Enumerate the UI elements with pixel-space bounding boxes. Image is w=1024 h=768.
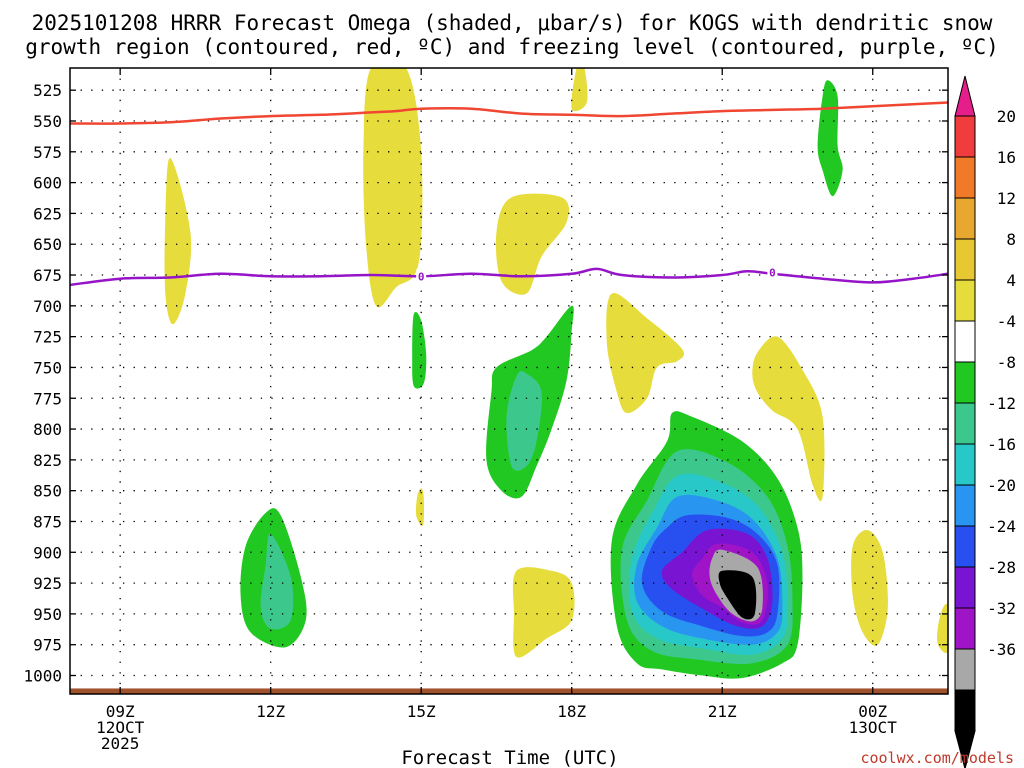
omega-region-9 <box>937 603 948 654</box>
x-tick-label: 12OCT <box>96 718 145 737</box>
colorbar-label: 12 <box>997 189 1016 208</box>
y-tick-label: 900 <box>33 543 62 562</box>
chart-title-line-1: 2025101208 HRRR Forecast Omega (shaded, … <box>32 11 993 35</box>
chart-title: 2025101208 HRRR Forecast Omega (shaded, … <box>25 11 999 59</box>
y-tick-label: 800 <box>33 420 62 439</box>
colorbar-swatch <box>954 238 976 281</box>
omega-region-11 <box>412 311 427 389</box>
x-tick-label: 12Z <box>256 702 285 721</box>
x-axis-title: Forecast Time (UTC) <box>401 747 618 768</box>
y-tick-label: 950 <box>33 605 62 624</box>
omega-region-5 <box>752 336 825 502</box>
colorbar-label: 16 <box>997 148 1016 167</box>
plot-area <box>70 68 948 694</box>
plot-frame <box>69 67 949 695</box>
colorbar-label: -24 <box>987 517 1016 536</box>
colorbar-swatch <box>954 443 976 486</box>
y-tick-label: 850 <box>33 482 62 501</box>
freezing-label-bg <box>767 265 778 280</box>
y-tick-label: 550 <box>33 112 62 131</box>
x-tick-label: 09Z <box>106 702 135 721</box>
colorbar-swatch <box>954 361 976 404</box>
colorbar-legend: 20 16 12 8 4 -4 -8 -12 -16 -20 -24 -28 -32 -36 <box>954 75 1016 768</box>
freezing-level-contour <box>70 267 948 287</box>
colorbar-label: -12 <box>987 394 1016 413</box>
y-tick-label: 750 <box>33 358 62 377</box>
omega-region-15 <box>260 533 294 630</box>
ground-strip <box>70 688 948 694</box>
y-tick-label: 600 <box>33 174 62 193</box>
y-tick-label: 525 <box>33 81 62 100</box>
x-tick-label: 2025 <box>101 734 140 753</box>
omega-region-0 <box>164 157 192 325</box>
y-tick-label: 575 <box>33 143 62 162</box>
x-tick-label: 21Z <box>708 702 737 721</box>
omega-region-6 <box>415 488 424 526</box>
y-tick-label: 625 <box>33 204 62 223</box>
colorbar-top-arrow <box>954 75 976 117</box>
omega-region-2 <box>571 68 588 112</box>
freezing-label-bg <box>416 269 427 284</box>
y-tick-label: 775 <box>33 389 62 408</box>
omega-region-8 <box>851 529 888 646</box>
y-tick-label: 975 <box>33 636 62 655</box>
colorbar-swatch <box>954 689 976 732</box>
gridlines <box>70 68 948 694</box>
x-tick-label: 18Z <box>557 702 586 721</box>
colorbar-label: 8 <box>1006 230 1016 249</box>
y-tick-label: 1000 <box>23 667 62 686</box>
colorbar-label: 4 <box>1006 271 1016 290</box>
y-tick-label: 825 <box>33 451 62 470</box>
y-tick-label: 925 <box>33 574 62 593</box>
omega-region-4 <box>606 292 685 414</box>
omega-region-3 <box>495 193 570 295</box>
colorbar-swatch <box>954 402 976 445</box>
x-tick-label: 13OCT <box>849 718 898 737</box>
colorbar-bottom-arrow <box>954 730 976 768</box>
colorbar-swatch <box>954 320 976 363</box>
freezing-label: 0 <box>418 270 425 283</box>
y-tick-label: 875 <box>33 512 62 531</box>
colorbar-swatch <box>954 648 976 691</box>
colorbar-label: 20 <box>997 107 1016 126</box>
credit-link[interactable]: coolwx.com/models <box>860 749 1014 767</box>
y-tick-label: 700 <box>33 297 62 316</box>
colorbar-swatch <box>954 484 976 527</box>
colorbar-swatch <box>954 197 976 240</box>
colorbar-swatch <box>954 607 976 650</box>
colorbar-label: -20 <box>987 476 1016 495</box>
colorbar-swatch <box>954 115 976 158</box>
y-tick-label: 650 <box>33 235 62 254</box>
omega-region-7 <box>512 567 575 658</box>
omega-region-1 <box>363 68 423 308</box>
colorbar-label: -16 <box>987 435 1016 454</box>
colorbar-swatch <box>954 156 976 199</box>
colorbar-label: -4 <box>997 312 1016 331</box>
y-tick-label: 675 <box>33 266 62 285</box>
dendritic-growth-contour <box>70 101 948 125</box>
freezing-label: 0 <box>769 267 776 280</box>
y-tick-label: 725 <box>33 328 62 347</box>
chart-title-line-2: growth region (contoured, red, ºC) and f… <box>25 35 999 59</box>
colorbar-swatch <box>954 566 976 609</box>
colorbar-label: -32 <box>987 599 1016 618</box>
omega-region-13 <box>506 371 542 471</box>
colorbar-label: -8 <box>997 353 1016 372</box>
x-tick-label: 00Z <box>858 702 887 721</box>
colorbar-label: -28 <box>987 558 1016 577</box>
colorbar-swatch <box>954 279 976 322</box>
colorbar-swatch <box>954 525 976 568</box>
colorbar-label: -36 <box>987 640 1016 659</box>
y-axis: 525 550 575 600 625 650 675 700 725 750 775 800 825 8… <box>23 81 948 686</box>
x-tick-label: 15Z <box>407 702 436 721</box>
omega-region-10 <box>817 80 843 197</box>
